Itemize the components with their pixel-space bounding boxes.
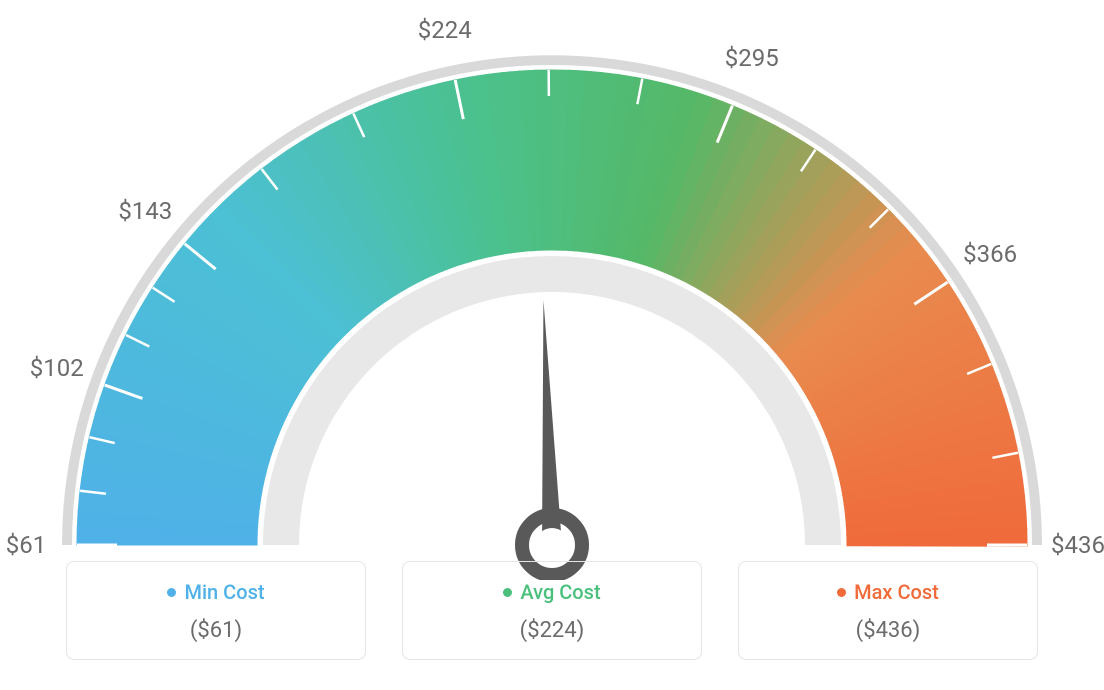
legend-dot-icon: [837, 588, 846, 597]
gauge-tick-label: $436: [1051, 531, 1104, 559]
gauge-tick-label: $61: [6, 531, 46, 559]
gauge-tick-label: $295: [725, 44, 779, 72]
legend-title-label: Avg Cost: [520, 580, 600, 604]
legend-row: Min Cost ($61) Avg Cost ($224) Max Cost …: [0, 561, 1104, 660]
legend-dot-icon: [167, 588, 176, 597]
gauge-chart: $61 $102 $143 $224 $295 $366 $436: [0, 0, 1104, 560]
gauge-tick-label: $224: [418, 16, 472, 44]
legend-card-avg: Avg Cost ($224): [402, 561, 702, 660]
gauge-svg: [0, 20, 1104, 580]
gauge-tick-label: $366: [963, 240, 1017, 268]
legend-value-max: ($436): [739, 618, 1037, 643]
legend-value-min: ($61): [67, 618, 365, 643]
gauge-tick-label: $102: [30, 354, 84, 382]
legend-title-label: Min Cost: [184, 580, 264, 604]
legend-card-max: Max Cost ($436): [738, 561, 1038, 660]
legend-title-label: Max Cost: [854, 580, 939, 604]
gauge-needle-hub-inner: [535, 528, 569, 562]
legend-dot-icon: [503, 588, 512, 597]
legend-card-min: Min Cost ($61): [66, 561, 366, 660]
gauge-tick-label: $143: [118, 197, 172, 225]
legend-title-min: Min Cost: [167, 580, 264, 604]
legend-value-avg: ($224): [403, 618, 701, 643]
legend-title-max: Max Cost: [837, 580, 939, 604]
legend-title-avg: Avg Cost: [503, 580, 600, 604]
